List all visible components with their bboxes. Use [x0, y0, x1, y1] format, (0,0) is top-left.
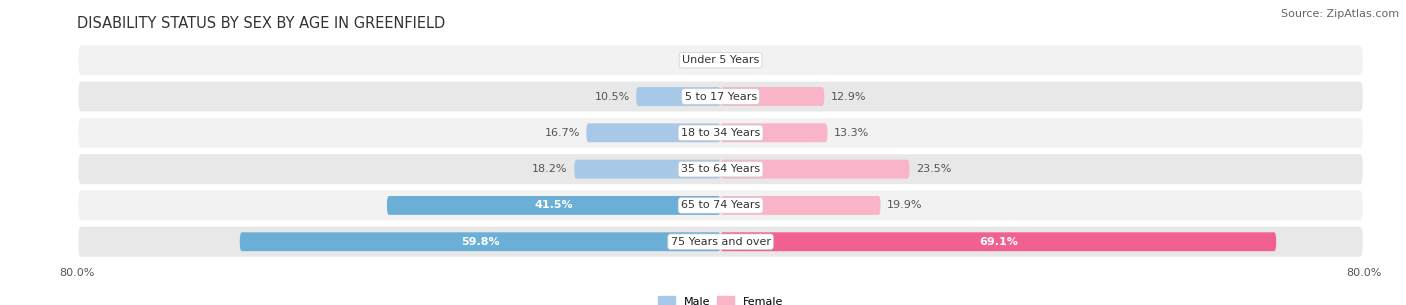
Legend: Male, Female: Male, Female [655, 293, 786, 305]
Text: 18.2%: 18.2% [533, 164, 568, 174]
Text: 35 to 64 Years: 35 to 64 Years [681, 164, 761, 174]
Text: 69.1%: 69.1% [979, 237, 1018, 247]
FancyBboxPatch shape [240, 232, 721, 251]
FancyBboxPatch shape [77, 153, 1364, 185]
Text: 19.9%: 19.9% [887, 200, 922, 210]
Text: 0.0%: 0.0% [728, 55, 756, 65]
FancyBboxPatch shape [721, 196, 880, 215]
Text: 13.3%: 13.3% [834, 128, 869, 138]
FancyBboxPatch shape [77, 189, 1364, 221]
FancyBboxPatch shape [387, 196, 721, 215]
Text: 16.7%: 16.7% [544, 128, 579, 138]
Text: DISABILITY STATUS BY SEX BY AGE IN GREENFIELD: DISABILITY STATUS BY SEX BY AGE IN GREEN… [77, 16, 446, 31]
Text: 65 to 74 Years: 65 to 74 Years [681, 200, 761, 210]
Text: 5 to 17 Years: 5 to 17 Years [685, 92, 756, 102]
FancyBboxPatch shape [636, 87, 721, 106]
Text: 10.5%: 10.5% [595, 92, 630, 102]
FancyBboxPatch shape [721, 87, 824, 106]
FancyBboxPatch shape [586, 124, 721, 142]
FancyBboxPatch shape [77, 226, 1364, 258]
Text: 59.8%: 59.8% [461, 237, 499, 247]
Text: 23.5%: 23.5% [915, 164, 952, 174]
FancyBboxPatch shape [77, 117, 1364, 149]
Text: 18 to 34 Years: 18 to 34 Years [681, 128, 761, 138]
Text: 41.5%: 41.5% [534, 200, 574, 210]
FancyBboxPatch shape [574, 160, 721, 178]
FancyBboxPatch shape [721, 232, 1277, 251]
Text: 0.0%: 0.0% [685, 55, 713, 65]
FancyBboxPatch shape [721, 160, 910, 178]
FancyBboxPatch shape [77, 81, 1364, 113]
Text: 12.9%: 12.9% [831, 92, 866, 102]
FancyBboxPatch shape [77, 44, 1364, 76]
Text: Under 5 Years: Under 5 Years [682, 55, 759, 65]
FancyBboxPatch shape [721, 124, 828, 142]
Text: 75 Years and over: 75 Years and over [671, 237, 770, 247]
Text: Source: ZipAtlas.com: Source: ZipAtlas.com [1281, 9, 1399, 19]
